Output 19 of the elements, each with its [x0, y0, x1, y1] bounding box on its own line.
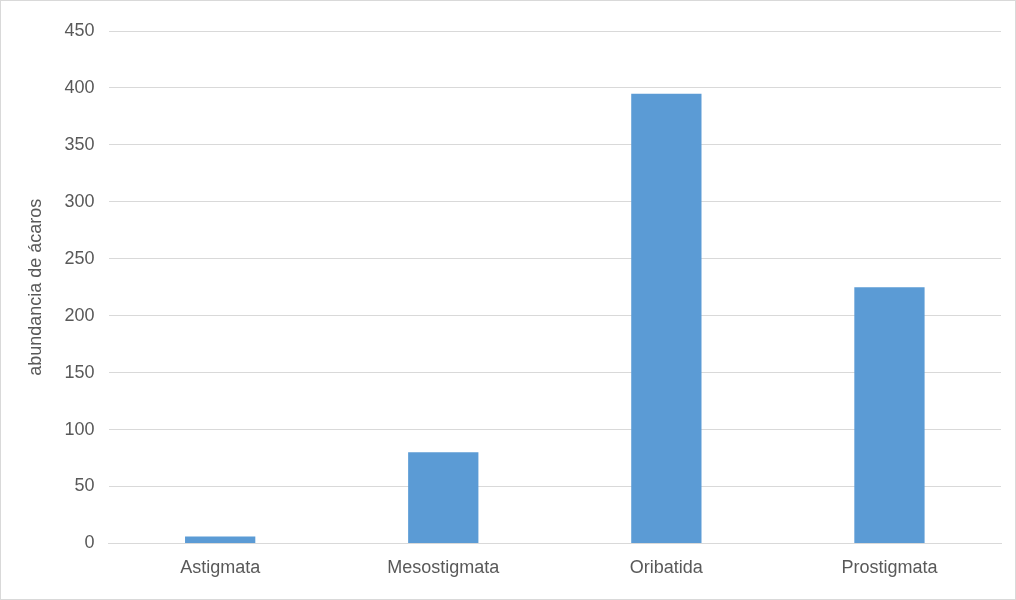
x-tick-label: Astigmata [180, 557, 262, 578]
y-tick-label: 0 [84, 532, 95, 553]
y-tick-label: 200 [64, 304, 95, 325]
x-tick-label: Prostigmata [841, 557, 939, 578]
y-tick-label: 150 [64, 361, 95, 382]
y-axis-title: abundancia de ácaros [24, 198, 45, 376]
x-tick-label: Oribatida [629, 557, 704, 578]
bar [631, 93, 702, 543]
y-tick-label: 250 [64, 247, 95, 268]
bar [408, 452, 479, 543]
y-tick-label: 350 [64, 133, 95, 154]
x-tick-label: Mesostigmata [387, 557, 501, 578]
bar [185, 536, 256, 543]
y-tick-label: 300 [64, 190, 95, 211]
y-tick-label: 50 [74, 475, 95, 496]
y-tick-label: 400 [64, 76, 95, 97]
bar [854, 287, 925, 543]
y-tick-label: 450 [64, 19, 95, 40]
y-tick-label: 100 [64, 418, 95, 439]
